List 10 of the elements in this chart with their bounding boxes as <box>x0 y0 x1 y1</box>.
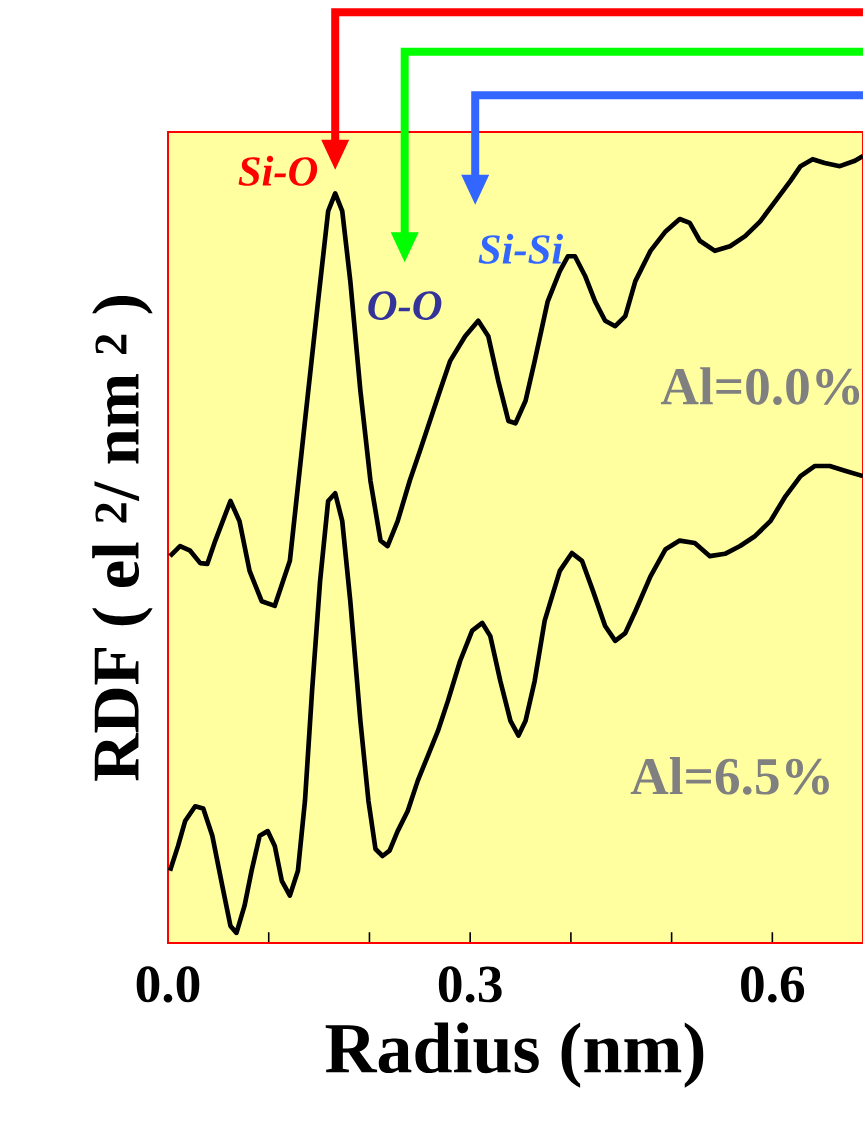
y-axis-title: RDF ( el $^{2}$/ nm $^{2}$ ) <box>92 296 153 781</box>
x-tick-label: 0.0 <box>136 966 200 1003</box>
x-tick-label: 0.6 <box>741 966 805 1003</box>
text: Al=6.5% <box>630 757 829 795</box>
x-tick-label: 0.3 <box>438 966 502 1003</box>
annotation: Si-O <box>238 155 318 186</box>
annotation: Si-Si <box>478 233 564 264</box>
x-axis-title: Radius (nm) <box>325 1022 704 1088</box>
annotation: O-O <box>368 291 442 320</box>
series-label: Al=0.0% <box>660 367 860 405</box>
